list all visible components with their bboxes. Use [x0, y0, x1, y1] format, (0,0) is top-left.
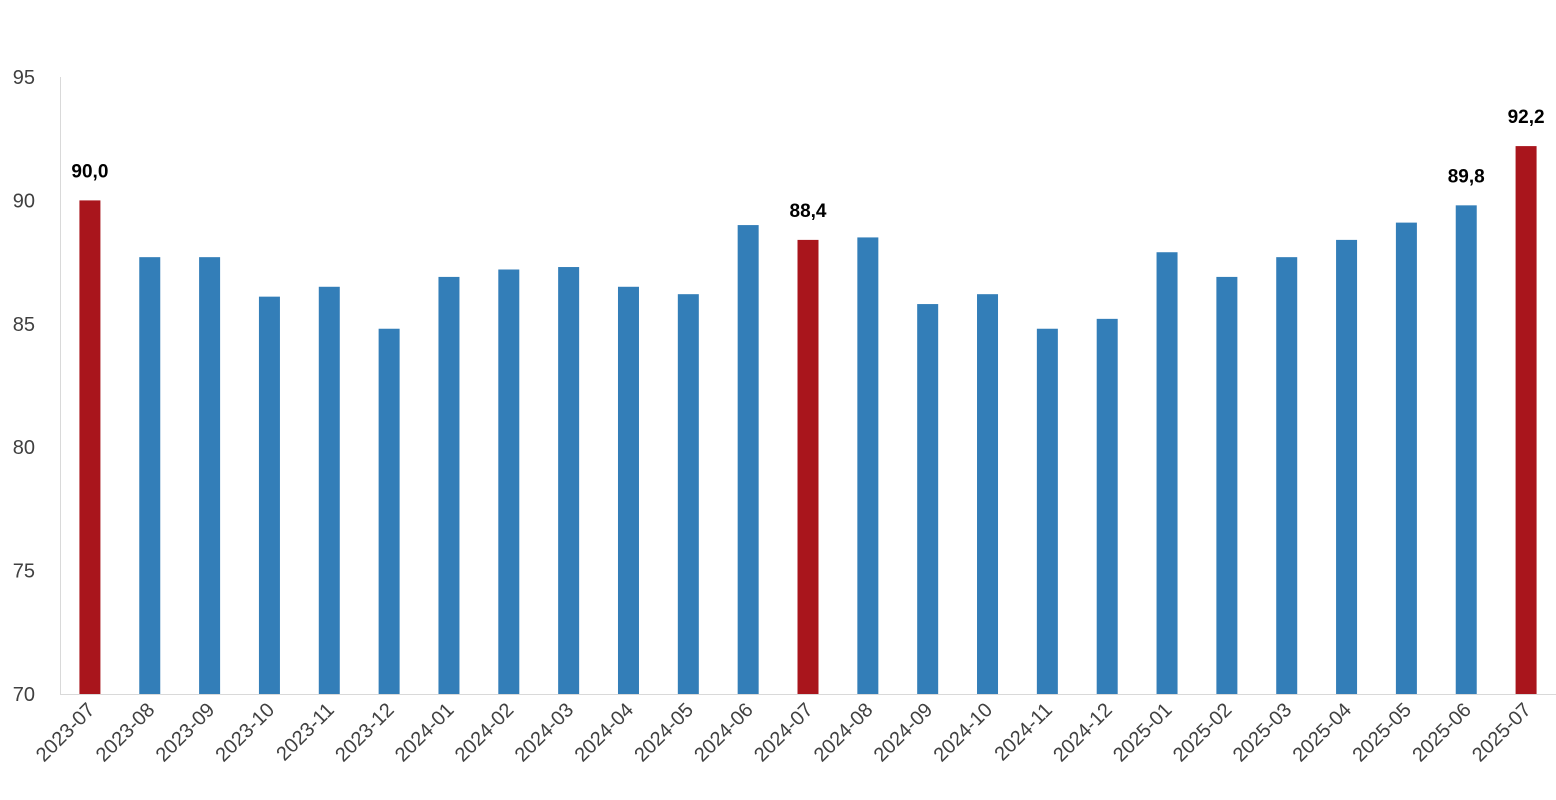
y-tick-label: 75 — [13, 561, 35, 583]
x-tick-label: 2025-04 — [1289, 699, 1356, 766]
x-tick-label: 2024-09 — [870, 699, 937, 766]
y-tick-label: 85 — [13, 314, 35, 336]
bar — [737, 225, 759, 694]
data-label: 92,2 — [1508, 107, 1545, 128]
y-tick-label: 90 — [13, 190, 35, 212]
data-labels: 90,0 88,4 89,8 92,2 — [71, 107, 1544, 222]
x-tick-label: 2024-05 — [630, 699, 697, 766]
bar — [438, 276, 460, 694]
x-tick-label: 2023-08 — [92, 699, 159, 766]
x-tick-label: 2023-12 — [331, 699, 398, 766]
x-tick-label: 2025-07 — [1468, 699, 1535, 766]
data-label: 88,4 — [790, 201, 827, 222]
x-tick-label: 2024-04 — [571, 699, 638, 766]
data-label: 89,8 — [1448, 166, 1485, 187]
bar — [1156, 252, 1178, 695]
bars — [79, 146, 1537, 695]
bar — [139, 257, 161, 694]
x-tick-label: 2025-03 — [1229, 699, 1296, 766]
x-tick-label: 2024-11 — [990, 699, 1056, 765]
x-tick-label: 2023-07 — [32, 699, 99, 766]
bar — [677, 294, 699, 694]
bar — [617, 286, 639, 694]
x-tick-label: 2024-07 — [750, 699, 817, 766]
y-tick-label: 70 — [13, 684, 35, 706]
x-tick-label: 2023-10 — [212, 699, 279, 766]
bar — [1276, 257, 1298, 694]
x-tick-label: 2024-03 — [511, 699, 578, 766]
x-axis: 2023-072023-082023-092023-102023-112023-… — [32, 694, 1556, 766]
bar — [917, 304, 939, 694]
x-tick-label: 2024-01 — [391, 699, 458, 766]
bar-highlighted — [1515, 146, 1537, 695]
bar — [318, 286, 340, 694]
bar — [977, 294, 999, 694]
x-tick-label: 2024-10 — [930, 699, 997, 766]
bar — [857, 237, 879, 695]
x-tick-label: 2025-06 — [1408, 699, 1475, 766]
data-label: 90,0 — [71, 161, 108, 182]
bar — [199, 257, 221, 694]
x-tick-label: 2024-02 — [451, 699, 518, 766]
x-tick-label: 2024-06 — [690, 699, 757, 766]
y-axis: 70 75 80 85 90 95 — [13, 67, 61, 706]
bar — [378, 328, 400, 694]
bar — [1096, 318, 1118, 694]
bar — [1036, 328, 1058, 694]
x-tick-label: 2025-05 — [1348, 699, 1415, 766]
bar — [1336, 239, 1358, 694]
bar — [1216, 276, 1238, 694]
x-tick-label: 2025-01 — [1109, 699, 1176, 766]
x-tick-label: 2023-11 — [272, 699, 338, 765]
x-tick-label: 2025-02 — [1169, 699, 1236, 766]
y-tick-label: 80 — [13, 437, 35, 459]
bar — [558, 267, 580, 694]
bar — [258, 296, 280, 694]
bar — [1455, 205, 1477, 694]
x-tick-label: 2023-09 — [152, 699, 219, 766]
bar-highlighted — [79, 200, 101, 694]
bar-highlighted — [797, 239, 819, 694]
bar — [1395, 222, 1417, 695]
y-tick-label: 95 — [13, 67, 35, 89]
bar — [498, 269, 520, 694]
x-tick-label: 2024-12 — [1049, 699, 1116, 766]
x-tick-label: 2024-08 — [810, 699, 877, 766]
